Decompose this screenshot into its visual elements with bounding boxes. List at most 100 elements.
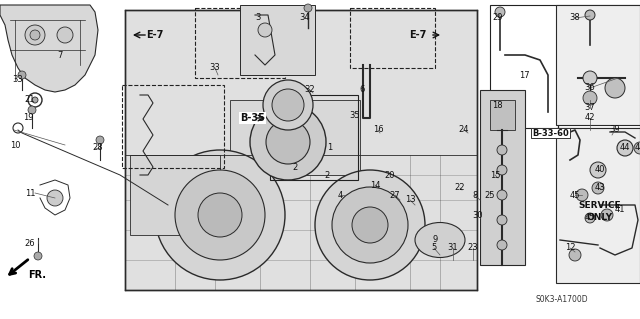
Circle shape xyxy=(25,25,45,45)
Bar xyxy=(556,5,640,125)
Text: 40: 40 xyxy=(595,166,605,174)
Text: 33: 33 xyxy=(13,76,24,85)
Circle shape xyxy=(28,106,36,114)
Circle shape xyxy=(332,187,408,263)
Ellipse shape xyxy=(415,222,465,257)
Text: 10: 10 xyxy=(10,140,20,150)
Text: 4: 4 xyxy=(337,190,342,199)
Text: E-7: E-7 xyxy=(147,30,164,40)
Text: 35: 35 xyxy=(349,110,360,120)
Text: 14: 14 xyxy=(370,181,380,189)
Circle shape xyxy=(175,170,265,260)
Text: 17: 17 xyxy=(518,70,529,79)
Circle shape xyxy=(576,189,588,201)
Text: 29: 29 xyxy=(493,13,503,23)
Circle shape xyxy=(250,104,326,180)
Text: 25: 25 xyxy=(484,190,495,199)
Text: 32: 32 xyxy=(305,85,316,94)
Circle shape xyxy=(592,182,604,194)
Bar xyxy=(240,5,315,75)
Circle shape xyxy=(96,136,104,144)
Text: 20: 20 xyxy=(385,170,396,180)
Circle shape xyxy=(497,165,507,175)
Circle shape xyxy=(585,213,595,223)
Circle shape xyxy=(601,209,613,221)
Circle shape xyxy=(569,249,581,261)
Circle shape xyxy=(352,207,388,243)
Circle shape xyxy=(155,150,285,280)
Text: 36: 36 xyxy=(584,84,595,93)
Bar xyxy=(556,128,640,283)
Bar xyxy=(490,100,515,130)
Text: B-33-60: B-33-60 xyxy=(532,129,569,137)
Text: 7: 7 xyxy=(58,50,63,60)
Circle shape xyxy=(34,252,42,260)
Circle shape xyxy=(583,91,597,105)
Text: 9: 9 xyxy=(433,235,438,244)
Text: B-35: B-35 xyxy=(240,113,265,123)
Circle shape xyxy=(47,190,63,206)
Bar xyxy=(270,95,358,180)
Circle shape xyxy=(590,162,606,178)
Text: 30: 30 xyxy=(473,211,483,219)
Text: 23: 23 xyxy=(468,243,478,253)
Text: 12: 12 xyxy=(564,243,575,253)
Text: 33: 33 xyxy=(210,63,220,72)
Text: 16: 16 xyxy=(372,125,383,135)
Text: 41: 41 xyxy=(615,205,625,214)
Text: 39: 39 xyxy=(610,125,620,135)
Text: 44: 44 xyxy=(620,144,630,152)
Text: S0K3-A1700D: S0K3-A1700D xyxy=(535,295,588,305)
Polygon shape xyxy=(0,5,98,92)
Circle shape xyxy=(583,71,597,85)
Text: 37: 37 xyxy=(584,103,595,113)
Text: 6: 6 xyxy=(359,85,365,94)
Circle shape xyxy=(30,30,40,40)
Polygon shape xyxy=(125,10,477,290)
Text: 18: 18 xyxy=(492,100,502,109)
Text: 28: 28 xyxy=(93,144,103,152)
Circle shape xyxy=(258,23,272,37)
Circle shape xyxy=(497,215,507,225)
Circle shape xyxy=(585,10,595,20)
Text: 45: 45 xyxy=(585,213,595,222)
Circle shape xyxy=(32,97,38,103)
Circle shape xyxy=(617,140,633,156)
Circle shape xyxy=(497,190,507,200)
Circle shape xyxy=(497,240,507,250)
Text: 31: 31 xyxy=(448,243,458,253)
Text: 2: 2 xyxy=(292,164,298,173)
Text: 19: 19 xyxy=(23,114,33,122)
Bar xyxy=(122,85,224,168)
Text: 34: 34 xyxy=(300,13,310,23)
Text: SERVICE: SERVICE xyxy=(579,201,621,210)
Text: 1: 1 xyxy=(328,144,333,152)
Circle shape xyxy=(198,193,242,237)
Text: 43: 43 xyxy=(595,183,605,192)
Text: 15: 15 xyxy=(490,170,500,180)
Text: 26: 26 xyxy=(25,239,35,248)
Bar xyxy=(195,8,285,78)
Text: 13: 13 xyxy=(404,196,415,204)
Text: 27: 27 xyxy=(390,190,400,199)
Circle shape xyxy=(315,170,425,280)
Bar xyxy=(480,90,525,265)
Text: FR.: FR. xyxy=(28,270,46,280)
Bar xyxy=(130,155,220,235)
Text: E-7: E-7 xyxy=(410,30,427,40)
Circle shape xyxy=(634,142,640,154)
Text: 45: 45 xyxy=(570,190,580,199)
Text: ONLY: ONLY xyxy=(587,213,613,222)
Circle shape xyxy=(272,89,304,121)
Circle shape xyxy=(304,4,312,12)
Circle shape xyxy=(57,27,73,43)
Text: 2: 2 xyxy=(324,170,330,180)
Bar xyxy=(350,8,435,68)
Bar xyxy=(490,5,558,128)
Text: 22: 22 xyxy=(455,183,465,192)
Text: 11: 11 xyxy=(25,189,35,197)
Text: 24: 24 xyxy=(459,125,469,135)
Text: 38: 38 xyxy=(570,13,580,23)
Circle shape xyxy=(495,7,505,17)
Bar xyxy=(558,5,640,128)
